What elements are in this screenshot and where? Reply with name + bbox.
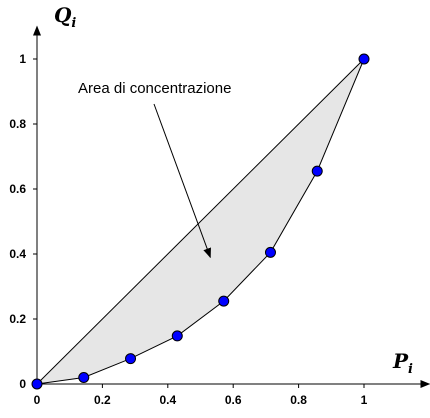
y-axis-title: Qi [54,3,76,31]
x-tick-label: 0.2 [94,393,111,407]
y-tick-label: 1 [19,52,26,66]
x-tick-label: 0 [34,393,41,407]
data-point [311,165,323,177]
data-point [358,53,370,65]
data-points [31,53,370,390]
data-point [264,246,276,258]
x-ticks: 0 0.2 0.4 0.6 0.8 1 [34,384,368,407]
x-tick-label: 0.6 [225,393,242,407]
x-tick-label: 1 [361,393,368,407]
annotation-label: Area di concentrazione [78,80,231,97]
data-point [78,372,90,383]
lorenz-curve [36,58,365,385]
y-ticks: 0 0.2 0.4 0.6 0.8 1 [9,52,37,391]
equidistribution-line [36,58,365,385]
x-axis-title: Pi [392,349,413,377]
y-tick-label: 0.8 [9,117,26,131]
data-point [125,353,137,365]
data-point [31,378,43,390]
data-point [171,330,183,342]
y-tick-label: 0.2 [9,312,26,326]
annotation-arrow [153,103,211,259]
data-point [218,295,230,307]
y-tick-label: 0.4 [9,247,26,261]
y-tick-label: 0.6 [9,182,26,196]
x-tick-label: 0.8 [290,393,307,407]
x-tick-label: 0.4 [159,393,176,407]
y-tick-label: 0 [19,377,26,391]
